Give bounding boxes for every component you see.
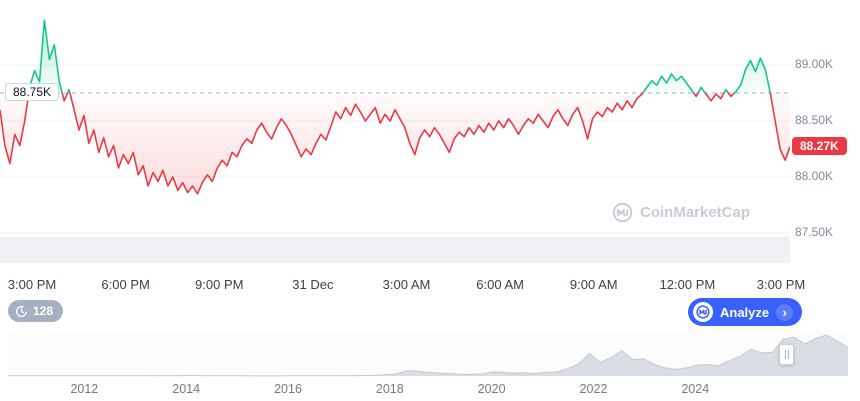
year-axis-label: 2012: [70, 382, 99, 396]
year-axis-label: 2018: [375, 382, 404, 396]
x-axis-label: 9:00 AM: [569, 277, 618, 292]
price-line-green: [27, 19, 772, 93]
analyze-label: Analyze: [720, 304, 770, 320]
price-axis: 89.00K 88.50K 88.00K 87.50K: [790, 0, 860, 270]
navigator-chart[interactable]: [8, 331, 849, 377]
reference-price-label: 88.75K: [5, 83, 60, 101]
x-axis-label: 31 Dec: [292, 277, 334, 292]
navigator-area: [8, 335, 848, 376]
x-axis-label: 9:00 PM: [195, 277, 244, 292]
analyze-button[interactable]: Analyze ›: [688, 298, 803, 326]
current-price-badge: 88.27K: [792, 136, 847, 155]
history-count: 128: [33, 304, 54, 318]
coinmarketcap-logo-icon: [612, 202, 633, 223]
navigator-range-handle[interactable]: [779, 344, 794, 365]
history-count-badge[interactable]: 128: [8, 300, 64, 322]
x-axis-label: 3:00 PM: [756, 277, 806, 292]
x-axis-label: 6:00 AM: [476, 277, 524, 292]
x-axis-label: 3:00 PM: [7, 277, 57, 292]
year-axis-label: 2016: [274, 382, 302, 396]
chevron-right-icon: ›: [776, 303, 794, 321]
time-axis: 3:00 PM 6:00 PM 9:00 PM 31 Dec 3:00 AM 6:00 A…: [0, 277, 805, 295]
year-axis-label: 2022: [579, 382, 608, 396]
year-axis-label: 2020: [477, 382, 506, 396]
history-clock-icon: [16, 304, 28, 317]
x-axis-label: 3:00 AM: [382, 277, 431, 292]
navigator-area-outline: [8, 334, 849, 377]
coinmarketcap-watermark: CoinMarketCap: [612, 202, 750, 223]
y-axis-label: 88.50K: [795, 113, 834, 127]
coinmarketcap-logo-icon: [693, 302, 713, 322]
x-axis-label: 12:00 PM: [659, 277, 716, 292]
price-line-red: [0, 93, 790, 195]
watermark-label: CoinMarketCap: [640, 204, 751, 221]
y-axis-label: 88.00K: [795, 169, 834, 183]
y-axis-label: 87.50K: [795, 225, 834, 239]
year-axis-label: 2024: [681, 382, 710, 396]
year-axis-label: 2014: [172, 382, 201, 396]
volume-band: [0, 237, 790, 263]
y-axis-label: 89.00K: [795, 57, 834, 71]
price-chart[interactable]: [0, 0, 790, 270]
x-axis-label: 6:00 PM: [101, 277, 150, 292]
